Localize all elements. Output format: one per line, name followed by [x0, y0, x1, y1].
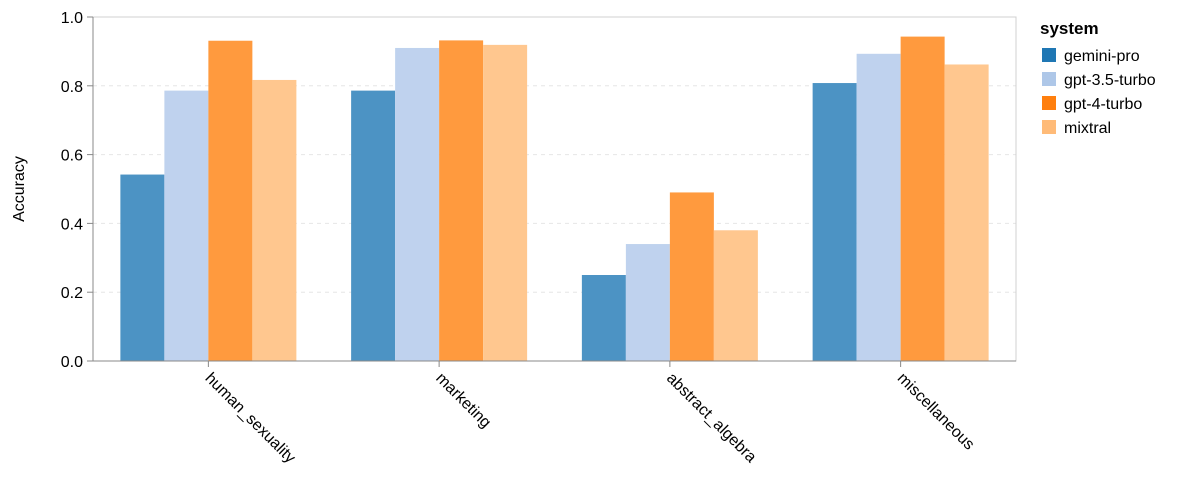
legend-label-gpt-3.5-turbo: gpt-3.5-turbo	[1064, 72, 1156, 89]
bar-gemini-pro-miscellaneous	[812, 83, 857, 361]
x-tick-label: marketing	[432, 370, 494, 432]
bar-gpt-4-turbo-human_sexuality	[208, 40, 253, 362]
legend-label-gpt-4-turbo: gpt-4-turbo	[1064, 96, 1142, 113]
y-axis-ticks: 0.0 0.2 0.4 0.6 0.8 1.0	[61, 10, 93, 371]
x-tick-label: miscellaneous	[894, 370, 978, 454]
legend-swatch-gemini-pro	[1042, 48, 1056, 62]
x-tick-label: abstract_algebra	[663, 370, 759, 466]
bar-gpt-3.5-turbo-abstract_algebra	[625, 244, 670, 361]
bars	[120, 36, 989, 362]
bar-gemini-pro-abstract_algebra	[581, 275, 626, 361]
y-tick-label: 0.6	[61, 148, 83, 165]
legend-swatch-mixtral	[1042, 120, 1056, 134]
bar-gpt-4-turbo-abstract_algebra	[669, 192, 714, 361]
axes	[92, 16, 1017, 362]
bar-mixtral-marketing	[483, 44, 528, 361]
bar-gpt-4-turbo-miscellaneous	[900, 36, 945, 361]
legend-title: system	[1040, 19, 1099, 38]
bar-gpt-3.5-turbo-miscellaneous	[856, 53, 901, 362]
legend: system gemini-pro gpt-3.5-turbo gpt-4-turb…	[1040, 19, 1156, 137]
bar-gpt-3.5-turbo-human_sexuality	[164, 90, 209, 361]
y-tick-label: 0.0	[61, 354, 83, 371]
y-tick-label: 0.2	[61, 285, 83, 302]
legend-swatch-gpt-3.5-turbo	[1042, 72, 1056, 86]
bar-gpt-4-turbo-marketing	[439, 40, 484, 361]
bar-gpt-3.5-turbo-marketing	[395, 47, 440, 362]
legend-label-gemini-pro: gemini-pro	[1064, 48, 1140, 65]
bar-mixtral-human_sexuality	[252, 79, 297, 362]
legend-label-mixtral: mixtral	[1064, 120, 1111, 137]
legend-swatch-gpt-4-turbo	[1042, 96, 1056, 110]
y-axis-title: Accuracy	[11, 156, 28, 222]
bar-mixtral-abstract_algebra	[713, 230, 758, 361]
y-tick-label: 0.4	[61, 216, 83, 233]
y-tick-label: 0.8	[61, 79, 83, 96]
x-tick-label: human_sexuality	[202, 370, 299, 467]
y-tick-label: 1.0	[61, 10, 83, 27]
bar-gemini-pro-marketing	[351, 90, 396, 361]
bar-gemini-pro-human_sexuality	[120, 174, 165, 361]
x-axis-ticks: human_sexuality marketing abstract_algebra…	[202, 361, 978, 467]
bar-mixtral-miscellaneous	[944, 64, 989, 362]
